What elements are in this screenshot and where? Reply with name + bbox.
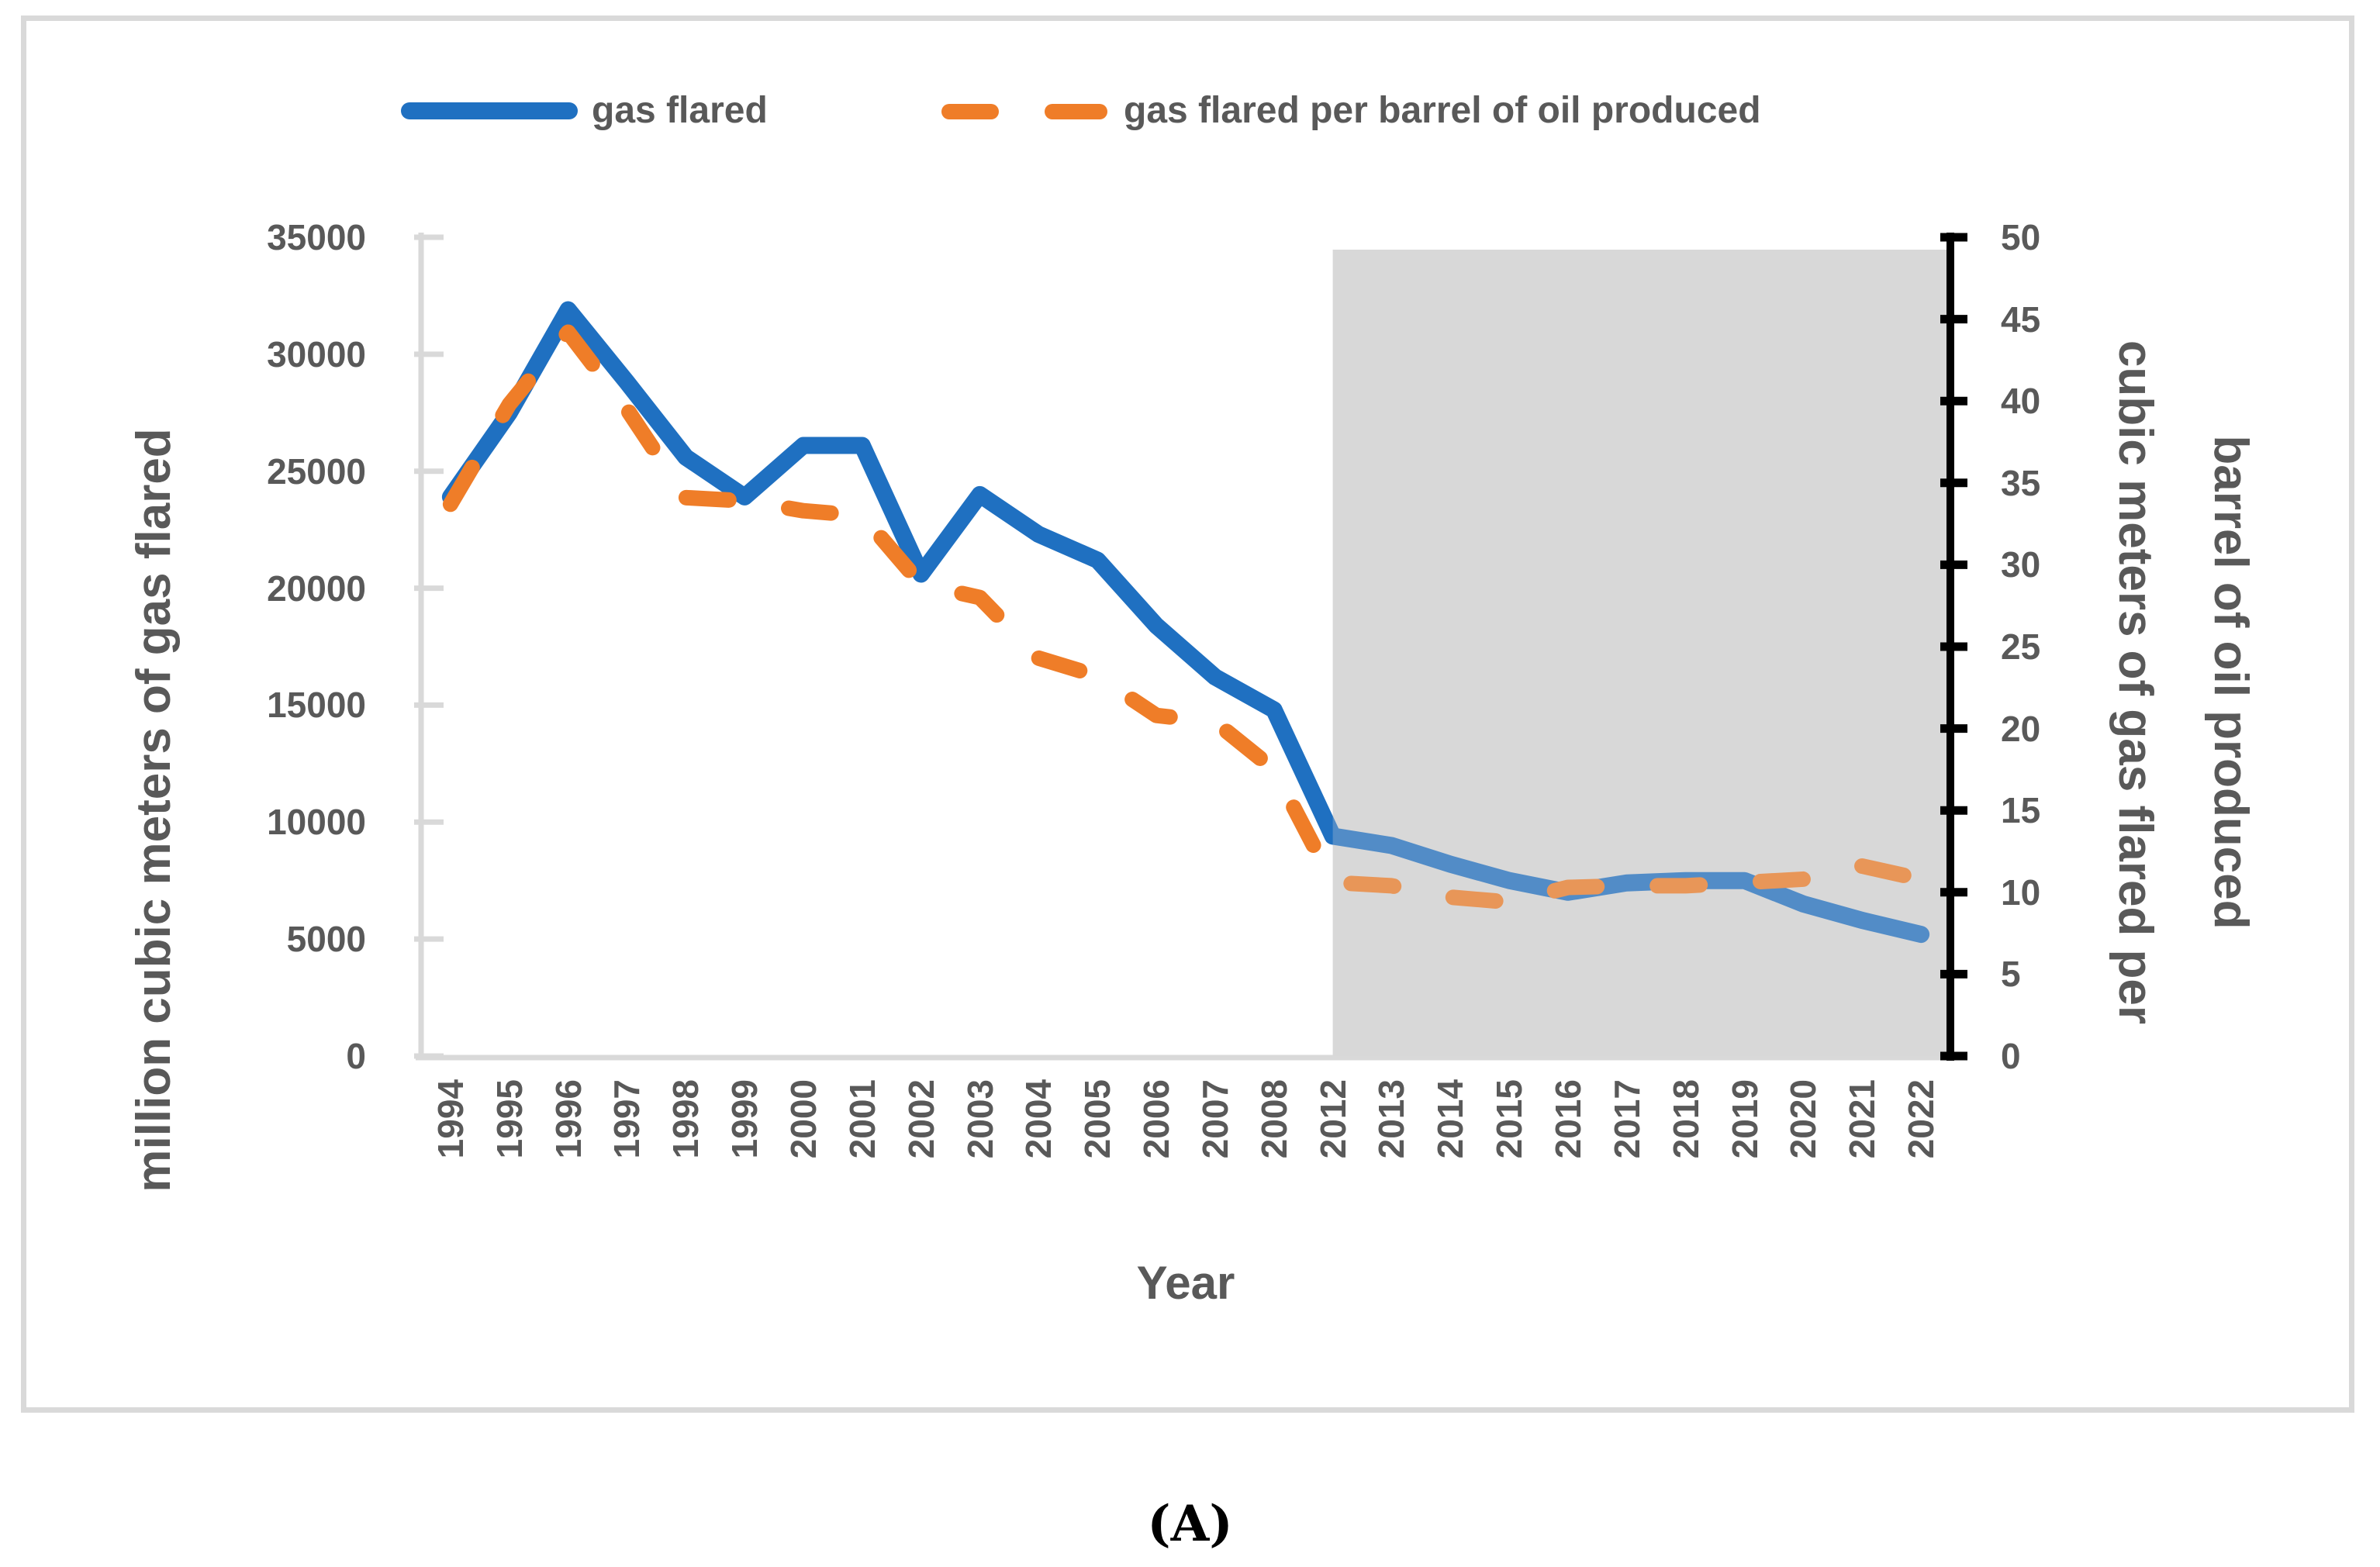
y-left-tick-label: 25000	[267, 450, 366, 492]
y-right-tick-label: 50	[2001, 217, 2041, 257]
y-left-tick-label: 20000	[267, 568, 366, 609]
legend-dash-1-gas-flared-per-barrel	[941, 104, 999, 119]
y-left-tick-label: 35000	[267, 217, 366, 257]
x-tick-label: 2016	[1548, 1079, 1588, 1159]
x-tick-label: 1997	[606, 1079, 648, 1159]
x-tick-label: 2006	[1136, 1079, 1177, 1159]
x-tick-label: 2019	[1724, 1079, 1765, 1159]
y-right-tick-label: 0	[2001, 1036, 2021, 1076]
x-tick-label: 2020	[1783, 1079, 1824, 1159]
y-right-tick-label: 25	[2001, 626, 2041, 667]
x-tick-label: 2014	[1430, 1079, 1471, 1159]
x-tick-label: 2004	[1018, 1079, 1059, 1159]
x-tick-label: 2015	[1489, 1079, 1530, 1159]
x-tick-label: 2021	[1842, 1079, 1883, 1159]
gas-flared-per-barrel-line	[442, 324, 1929, 910]
figure-border	[21, 16, 2354, 1413]
x-tick-label: 1996	[548, 1079, 589, 1159]
x-tick-label: 2002	[900, 1079, 941, 1159]
y-axis-title-left: million cubic meters of gas flared	[127, 428, 181, 1193]
y-axis-title-right-line2: barrel of oil produced	[2204, 435, 2257, 930]
x-tick-label: 1994	[430, 1079, 471, 1159]
y-right-tick-label: 20	[2001, 708, 2041, 749]
y-right-tick-label: 10	[2001, 872, 2041, 913]
x-tick-label: 2018	[1665, 1079, 1706, 1159]
x-tick-label: 2013	[1371, 1079, 1412, 1159]
y-right-tick-label: 35	[2001, 462, 2041, 503]
x-tick-label: 2012	[1312, 1079, 1353, 1159]
y-right-tick-label: 45	[2001, 299, 2041, 340]
y-left-tick-label: 15000	[267, 685, 366, 726]
legend-item-gas-flared-per-barrel: gas flared per barrel of oil produced	[1124, 90, 1761, 131]
x-tick-label: 2001	[841, 1079, 883, 1159]
y-right-tick-label: 30	[2001, 544, 2041, 585]
x-tick-label: 1995	[489, 1079, 530, 1159]
y-right-tick-label: 15	[2001, 790, 2041, 831]
y-axis-title-right-line1: cubic meters of gas flared per	[2109, 340, 2162, 1025]
y-left-tick-label: 30000	[267, 333, 366, 374]
x-tick-label: 2017	[1606, 1079, 1647, 1159]
figure-caption: (A)	[1147, 1495, 1233, 1553]
x-tick-label: 1998	[665, 1079, 706, 1159]
y-left-tick-label: 5000	[286, 919, 366, 960]
legend-dash-2-gas-flared-per-barrel	[1045, 104, 1107, 119]
x-tick-label: 1999	[724, 1079, 765, 1159]
x-tick-label: 2007	[1194, 1079, 1235, 1159]
y-left-tick-label: 0	[346, 1036, 366, 1076]
y-right-tick-label: 5	[2001, 954, 2021, 995]
y-left-tick-label: 10000	[267, 802, 366, 843]
x-tick-label: 2003	[959, 1079, 1000, 1159]
y-right-tick-label: 40	[2001, 381, 2041, 422]
x-tick-label: 2000	[783, 1079, 824, 1159]
x-tick-label: 2005	[1077, 1079, 1118, 1159]
legend-item-gas-flared: gas flared	[592, 90, 768, 131]
legend-line-gas-flared	[401, 102, 578, 119]
x-tick-label: 2008	[1253, 1079, 1294, 1159]
x-tick-label: 2022	[1901, 1079, 1942, 1159]
x-axis-title: Year	[1136, 1257, 1235, 1309]
projection-band-overlay	[1332, 250, 1950, 1056]
